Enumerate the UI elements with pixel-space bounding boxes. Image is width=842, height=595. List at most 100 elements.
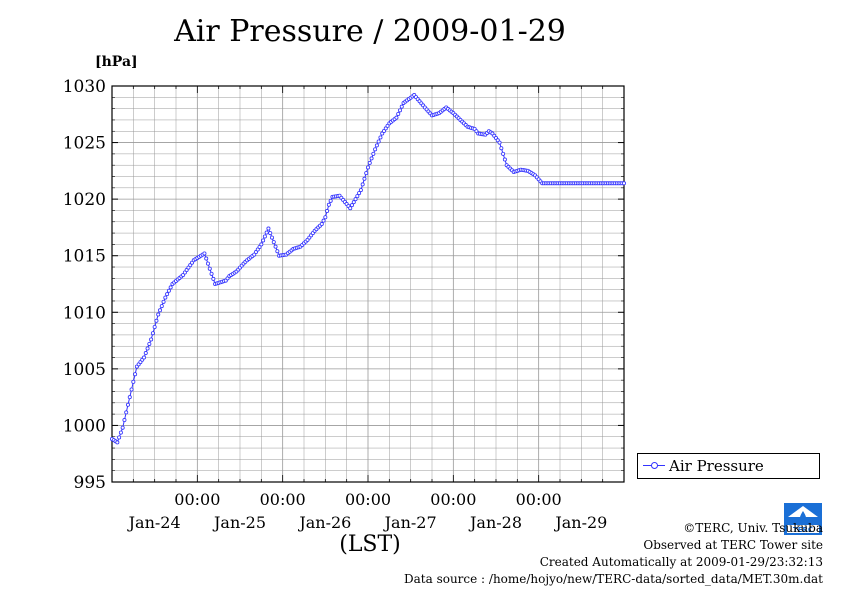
data-point [353,197,358,202]
y-axis-unit: [hPa] [95,54,138,70]
data-point [266,226,271,231]
y-tick-label: 1000 [63,416,106,436]
data-point [166,288,171,293]
chart-title: Air Pressure / 2009-01-29 [174,14,566,49]
y-tick-label: 1010 [63,303,106,323]
data-point [115,440,120,445]
credits: ©TERC, Univ. Tsukuba Observed at TERC To… [404,520,823,588]
data-point [252,252,257,257]
credit-line-3: Created Automatically at 2009-01-29/23:3… [539,555,823,569]
data-point [163,295,168,300]
y-tick-label: 1020 [63,190,106,210]
data-point [351,200,356,205]
data-point [378,135,383,140]
credit-line-2: Observed at TERC Tower site [643,538,823,552]
data-point [325,209,330,214]
data-point [397,108,402,113]
data-point [143,351,148,356]
data-point [253,250,258,255]
data-point [362,176,367,181]
data-point [328,198,333,203]
data-point [326,202,331,207]
data-point [358,188,363,193]
data-point [154,318,159,323]
data-point [145,346,150,351]
data-point [319,222,324,227]
data-point [357,191,362,196]
data-point [159,304,164,309]
data-point [383,126,388,131]
legend-label: Air Pressure [669,457,764,475]
data-point [257,244,262,249]
data-point [497,140,502,145]
legend: Air Pressure [637,453,820,479]
data-point [323,215,328,220]
data-point [147,341,152,346]
terc-logo: TERC [784,503,822,535]
x-tick-time-label: 00:00 [345,490,391,509]
data-point [129,387,134,392]
x-tick-time-label: 00:00 [430,490,476,509]
data-point [396,112,401,117]
data-point [360,182,365,187]
data-point [124,410,129,415]
data-point [209,271,214,276]
data-point [369,156,374,161]
x-tick-day-label: Jan-25 [212,513,266,532]
data-point [262,234,267,239]
data-point [204,256,209,261]
data-point [131,379,136,384]
data-point [157,308,162,313]
data-point [122,418,127,423]
data-point [268,231,273,236]
data-point [117,435,122,440]
data-point [371,151,376,156]
data-point [168,285,173,290]
data-point [348,206,353,211]
legend-swatch [643,461,665,471]
data-point [269,235,274,240]
data-point [381,128,386,133]
x-tick-day-label: Jan-26 [297,513,351,532]
data-point [152,324,157,329]
data-point [365,165,370,170]
data-point [349,203,354,208]
x-tick-day-label: Jan-27 [383,513,437,532]
y-tick-label: 1030 [63,77,106,97]
x-axis-label: (LST) [339,532,401,557]
series-air-pressure [110,93,627,445]
data-point [118,430,123,435]
data-point [259,242,264,247]
data-point [127,395,132,400]
data-point [355,194,360,199]
data-point [399,104,404,109]
data-point [373,147,378,152]
data-point [165,292,170,297]
data-point [126,402,131,407]
data-point [133,372,138,377]
grid [112,86,624,482]
tick-labels: 995 1000 1005 1010 1015 1020 1025 1030 00:00 Jan-… [63,77,608,532]
data-point [211,276,216,281]
axes [111,85,625,483]
data-point [264,230,269,235]
data-point [622,181,627,186]
data-point [502,157,507,162]
data-point [374,143,379,148]
x-tick-time-label: 00:00 [174,490,220,509]
data-point [255,247,260,252]
data-point [261,238,266,243]
data-point [141,355,146,360]
y-tick-label: 1025 [63,134,106,154]
data-point [161,299,166,304]
data-point [275,249,280,254]
data-point [273,244,278,249]
y-tick-label: 995 [74,473,106,493]
y-tick-label: 1015 [63,247,106,267]
data-point [150,331,155,336]
data-point [364,171,369,176]
data-point [205,261,210,266]
data-point [156,312,161,317]
data-point [271,240,276,245]
data-point [207,266,212,271]
